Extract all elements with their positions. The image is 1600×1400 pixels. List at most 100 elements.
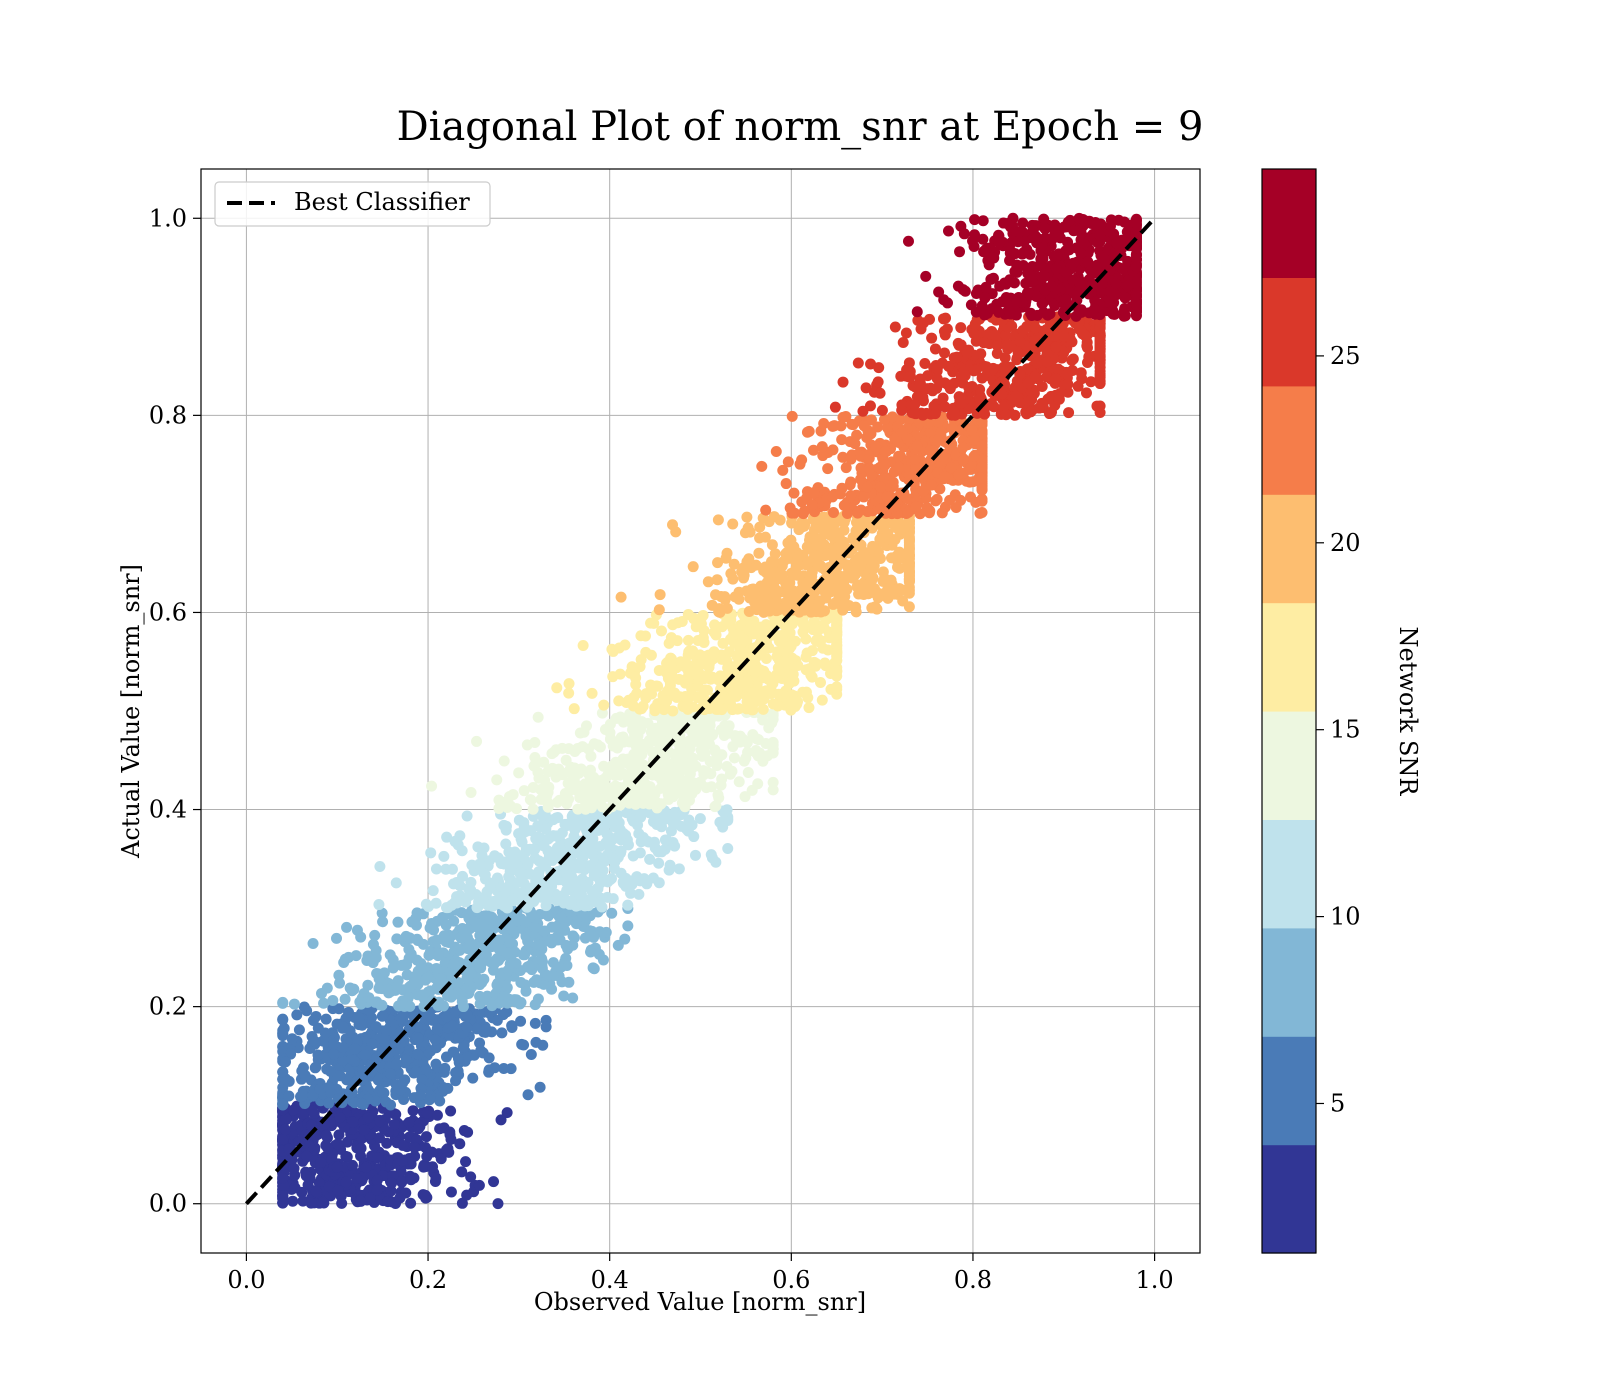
- scatter-point: [941, 323, 953, 335]
- scatter-point: [861, 481, 873, 493]
- scatter-point: [489, 957, 501, 969]
- scatter-point: [609, 856, 621, 868]
- scatter-point: [779, 656, 791, 668]
- scatter-point: [1080, 387, 1092, 399]
- scatter-point: [403, 943, 415, 955]
- scatter-point: [812, 624, 824, 636]
- scatter-point: [736, 566, 748, 578]
- scatter-point: [420, 1131, 432, 1143]
- scatter-point: [441, 1011, 453, 1023]
- scatter-point: [636, 703, 648, 715]
- scatter-point: [931, 493, 943, 505]
- scatter-point: [743, 553, 755, 565]
- scatter-point: [747, 687, 759, 699]
- scatter-point: [955, 322, 967, 334]
- scatter-point: [770, 589, 782, 601]
- scatter-point: [339, 993, 351, 1005]
- scatter-point: [533, 939, 545, 951]
- scatter-point: [525, 1048, 537, 1060]
- scatter-point: [808, 486, 820, 498]
- scatter-point: [865, 358, 877, 370]
- scatter-point: [315, 1157, 327, 1169]
- scatter-point: [430, 1042, 442, 1054]
- scatter-point: [429, 1034, 441, 1046]
- scatter-point: [642, 717, 654, 729]
- scatter-point: [518, 817, 530, 829]
- scatter-point: [936, 357, 948, 369]
- scatter-point: [483, 1052, 495, 1064]
- scatter-point: [697, 729, 709, 741]
- scatter-point: [710, 589, 722, 601]
- scatter-point: [355, 1142, 367, 1154]
- scatter-point: [579, 880, 591, 892]
- scatter-point: [840, 462, 852, 474]
- scatter-point: [421, 1107, 433, 1119]
- scatter-point: [1050, 341, 1062, 353]
- scatter-point: [808, 524, 820, 536]
- scatter-point: [579, 915, 591, 927]
- scatter-point: [1014, 397, 1026, 409]
- scatter-point: [645, 649, 657, 661]
- scatter-point: [286, 1154, 298, 1166]
- scatter-point: [850, 516, 862, 528]
- scatter-point: [697, 652, 709, 664]
- scatter-point: [437, 1000, 449, 1012]
- scatter-point: [504, 958, 516, 970]
- scatter-point: [864, 400, 876, 412]
- scatter-point: [726, 704, 738, 716]
- scatter-point: [578, 792, 590, 804]
- scatter-point: [390, 1058, 402, 1070]
- scatter-point: [438, 850, 450, 862]
- scatter-point: [424, 1094, 436, 1106]
- scatter-point: [277, 1066, 289, 1078]
- scatter-point: [968, 451, 980, 463]
- scatter-point: [529, 737, 541, 749]
- scatter-point: [515, 866, 527, 878]
- scatter-point: [849, 438, 861, 450]
- scatter-point: [355, 931, 367, 943]
- scatter-point: [903, 469, 915, 481]
- scatter-point: [469, 939, 481, 951]
- scatter-point: [350, 950, 362, 962]
- scatter-point: [679, 690, 691, 702]
- scatter-point: [615, 845, 627, 857]
- scatter-point: [763, 566, 775, 578]
- scatter-point: [588, 931, 600, 943]
- scatter-point: [551, 764, 563, 776]
- scatter-point: [551, 682, 563, 694]
- scatter-point: [324, 1065, 336, 1077]
- scatter-point: [832, 542, 844, 554]
- scatter-point: [896, 426, 908, 438]
- scatter-point: [673, 863, 685, 875]
- scatter-point: [441, 831, 453, 843]
- scatter-point: [283, 1090, 295, 1102]
- scatter-point: [622, 793, 634, 805]
- scatter-point: [373, 982, 385, 994]
- scatter-point: [568, 703, 580, 715]
- scatter-point: [660, 812, 672, 824]
- scatter-point: [727, 741, 739, 753]
- scatter-point: [1022, 377, 1034, 389]
- scatter-point: [659, 760, 671, 772]
- scatter-point: [914, 373, 926, 385]
- scatter-point: [698, 673, 710, 685]
- scatter-point: [721, 761, 733, 773]
- scatter-point: [354, 996, 366, 1008]
- scatter-point: [780, 599, 792, 611]
- scatter-point: [403, 952, 415, 964]
- scatter-point: [755, 621, 767, 633]
- scatter-point: [552, 934, 564, 946]
- scatter-point: [786, 507, 798, 519]
- scatter-point: [621, 779, 633, 791]
- scatter-point: [938, 313, 950, 325]
- scatter-point: [649, 725, 661, 737]
- scatter-point: [654, 589, 666, 601]
- scatter-point: [412, 1048, 424, 1060]
- scatter-point: [534, 1081, 546, 1093]
- scatter-point: [765, 676, 777, 688]
- scatter-point: [784, 627, 796, 639]
- scatter-point: [652, 846, 664, 858]
- scatter-point: [452, 1053, 464, 1065]
- scatter-point: [970, 364, 982, 376]
- scatter-point: [546, 854, 558, 866]
